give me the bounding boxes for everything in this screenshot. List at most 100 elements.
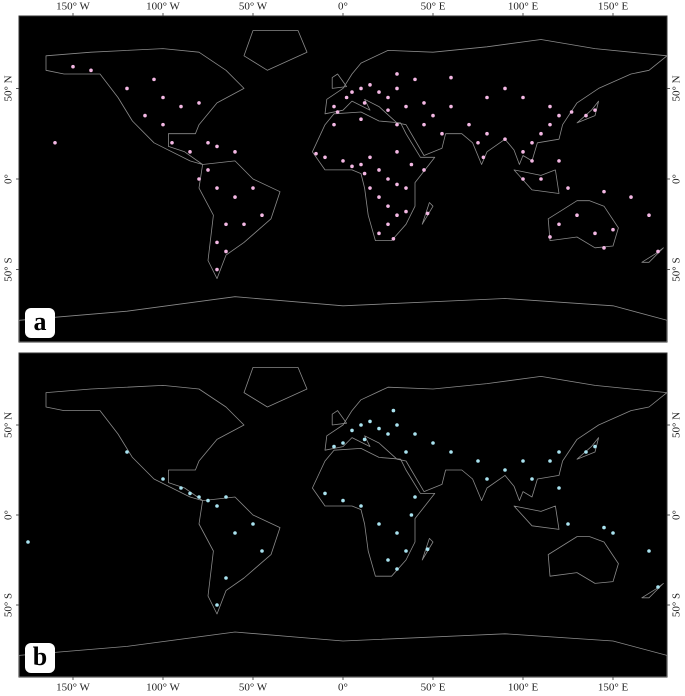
coastline (513, 505, 560, 530)
site-point (341, 441, 345, 445)
site-point (161, 122, 165, 127)
site-point (593, 231, 597, 236)
site-point (481, 155, 486, 160)
site-point (368, 419, 372, 424)
coastline (547, 200, 619, 249)
site-point (377, 231, 381, 236)
site-point (539, 131, 543, 136)
site-point (359, 86, 363, 91)
site-point (521, 177, 525, 181)
site-point (413, 432, 417, 436)
site-point (539, 177, 543, 181)
site-point (125, 86, 129, 91)
site-point (548, 122, 552, 127)
x-tick-label: 0° (338, 1, 348, 13)
site-point (629, 195, 633, 199)
x-tick-label: 50° W (239, 1, 268, 13)
site-point (197, 101, 201, 105)
coastline (19, 631, 667, 677)
site-point (179, 486, 183, 490)
site-point (593, 444, 597, 449)
site-point (395, 122, 399, 127)
y-tick-label: 50° S (671, 593, 683, 617)
site-point (485, 95, 489, 100)
y-tick-label: 50° S (3, 257, 15, 281)
site-point (71, 64, 75, 69)
coastline (45, 48, 245, 165)
site-point (332, 122, 336, 127)
site-point (391, 236, 396, 241)
site-point (143, 113, 147, 118)
y-tick-label: 50° S (3, 593, 15, 617)
panel-label: b (33, 642, 47, 671)
site-point (350, 164, 354, 169)
panel-label-box (25, 308, 55, 338)
site-point (215, 240, 219, 245)
site-point (431, 441, 435, 445)
site-point (404, 450, 408, 454)
x-tick-label: 50° E (421, 682, 446, 694)
site-point (530, 159, 534, 163)
site-point (251, 186, 255, 190)
site-point (377, 195, 381, 199)
site-point (197, 177, 201, 181)
site-point (476, 459, 480, 463)
x-tick-label: 150° W (56, 1, 90, 13)
site-point (413, 77, 417, 82)
site-point (152, 77, 156, 82)
coastline (198, 496, 281, 615)
coastlines (19, 30, 667, 342)
y-tick-label: 0° (671, 510, 683, 520)
map-panel: b (18, 352, 668, 678)
site-point (449, 75, 453, 80)
site-point (503, 86, 507, 91)
site-point (395, 150, 399, 154)
panel-label: a (34, 307, 47, 336)
site-point (368, 83, 372, 87)
site-point (341, 498, 345, 503)
site-point (611, 531, 615, 535)
site-point (422, 101, 426, 105)
site-point (224, 576, 228, 580)
site-point (569, 110, 574, 114)
x-tick-label: 50° W (239, 682, 268, 694)
site-point (368, 155, 372, 160)
site-point (422, 122, 426, 127)
coastline (324, 376, 667, 501)
site-point (557, 450, 561, 454)
site-point (386, 432, 390, 436)
site-point (485, 477, 489, 481)
site-point (476, 140, 480, 145)
site-point (404, 209, 408, 214)
site-point (647, 549, 651, 553)
coastline (331, 410, 347, 426)
site-point (386, 558, 390, 562)
site-point (260, 213, 264, 218)
site-point (395, 86, 399, 91)
coastline (312, 448, 436, 577)
site-point (26, 540, 30, 544)
x-tick-label: 50° E (421, 1, 446, 13)
site-point (215, 603, 219, 607)
site-point (391, 408, 396, 413)
site-point (566, 186, 570, 190)
x-tick-label: 100° E (508, 682, 539, 694)
site-point (377, 426, 381, 431)
site-point (233, 195, 237, 199)
site-point (362, 101, 367, 105)
site-point (413, 495, 417, 499)
site-point (224, 222, 228, 227)
x-tick-label: 150° E (598, 682, 629, 694)
y-tick-label: 50° N (3, 75, 15, 101)
points (53, 64, 660, 272)
y-tick-label: 0° (3, 174, 15, 184)
coastline (312, 111, 436, 241)
panel-background (18, 15, 668, 343)
site-point (233, 150, 237, 154)
site-point (125, 450, 129, 454)
site-point (425, 211, 430, 216)
site-point (557, 486, 561, 490)
coastline (513, 169, 560, 194)
site-point (206, 168, 210, 172)
